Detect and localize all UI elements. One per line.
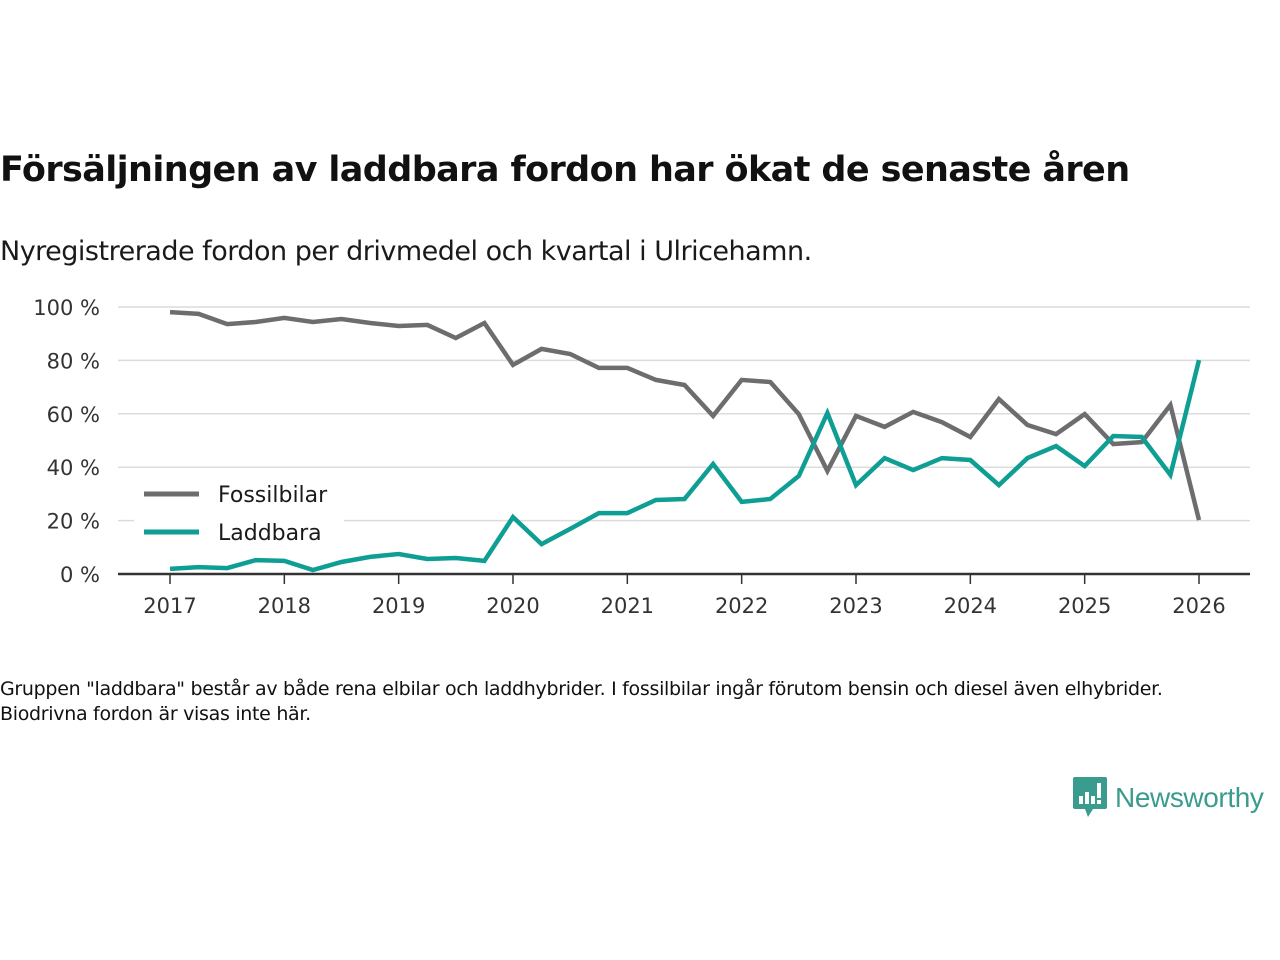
gridlines [118,306,1250,522]
y-tick-label: 100 % [33,296,100,320]
x-tick-label: 2026 [1172,594,1225,618]
x-tick-label: 2024 [944,594,997,618]
legend-background [134,476,344,554]
series-line-laddbara [169,359,1202,573]
x-tick-label: 2025 [1058,594,1111,618]
legend-box [134,476,344,554]
x-tick-label: 2023 [829,594,882,618]
x-tick-label: 2022 [715,594,768,618]
y-tick-label: 40 % [47,456,100,480]
legend-label: Laddbara [218,521,322,546]
x-tick-label: 2017 [143,594,196,618]
logo-text: Newsworthy [1115,782,1264,813]
newsworthy-logo-icon [1073,777,1107,817]
y-tick-label: 60 % [47,403,100,427]
x-tick-label: 2020 [486,594,539,618]
x-tick-label: 2019 [372,594,425,618]
chart-subtitle: Nyregistrerade fordon per drivmedel och … [0,236,812,267]
y-tick-label: 80 % [47,349,100,373]
x-axis: 2017 2018 2019 2020 2021 2022 2023 2024 2025 2026 [118,572,1250,618]
y-axis-labels: 0 % 20 % 40 % 60 % 80 % 100 % [33,296,100,587]
y-tick-label: 0 % [60,563,100,587]
series-line-fossilbilar [169,309,1202,521]
footnote: Gruppen "laddbara" består av både rena e… [0,678,1163,725]
legend: Fossilbilar Laddbara [144,483,328,546]
series-lines [169,309,1202,573]
x-tick-label: 2021 [601,594,654,618]
legend-label: Fossilbilar [218,483,328,508]
y-tick-label: 20 % [47,510,100,534]
line-chart: 0 % 20 % 40 % 60 % 80 % 100 % 2017 2018 2019 202… [33,296,1250,618]
x-tick-label: 2018 [258,594,311,618]
chart-title: Försäljningen av laddbara fordon har öka… [0,150,1130,190]
newsworthy-logo: Newsworthy [1073,777,1264,819]
